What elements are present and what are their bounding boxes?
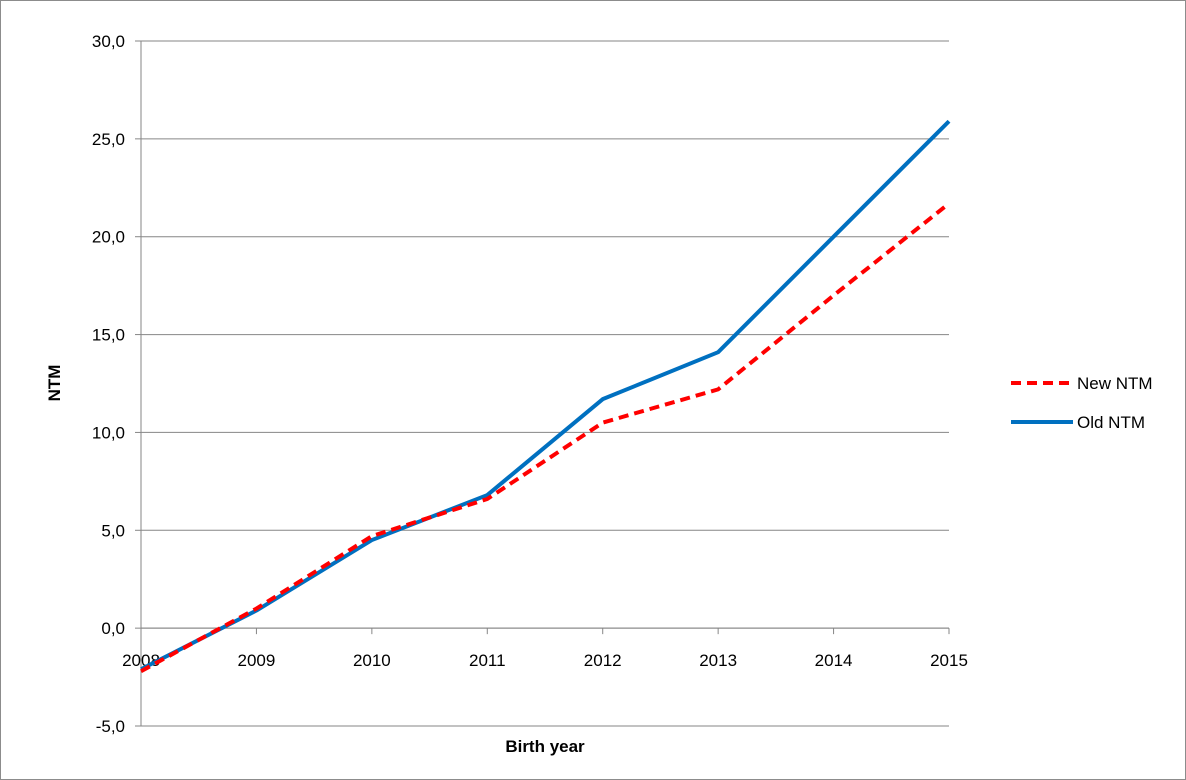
y-tick-label: 25,0 [92,130,125,149]
x-tick-label: 2012 [584,651,622,670]
series-lines [140,119,951,673]
y-tick-label: 0,0 [101,619,125,638]
legend-label: Old NTM [1077,413,1145,432]
x-axis-title: Birth year [505,737,585,756]
y-tick-labels: -5,0 0,0 5,0 10,0 15,0 20,0 25,0 30,0 [92,32,125,736]
x-tick-label: 2010 [353,651,391,670]
y-tick-label: 10,0 [92,423,125,442]
axes [135,40,950,727]
gridlines [141,40,949,727]
legend: New NTM Old NTM [1011,374,1153,432]
y-tick-label: 20,0 [92,228,125,247]
x-tick-label: 2013 [699,651,737,670]
y-axis-title: NTM [45,365,64,402]
y-tick-label: -5,0 [96,717,125,736]
x-tick-label: 2014 [815,651,853,670]
x-tick-label: 2011 [469,651,506,670]
series-line-old-ntm [140,119,951,672]
x-tick-label: 2015 [930,651,968,670]
series-line-new-ntm [140,201,951,673]
y-tick-label: 5,0 [101,521,125,540]
x-tick-label: 2009 [238,651,276,670]
legend-label: New NTM [1077,374,1153,393]
x-tick-labels: 2008 2009 2010 2011 2012 2013 2014 2015 [122,651,968,670]
y-tick-label: 30,0 [92,32,125,51]
y-tick-label: 15,0 [92,326,125,345]
